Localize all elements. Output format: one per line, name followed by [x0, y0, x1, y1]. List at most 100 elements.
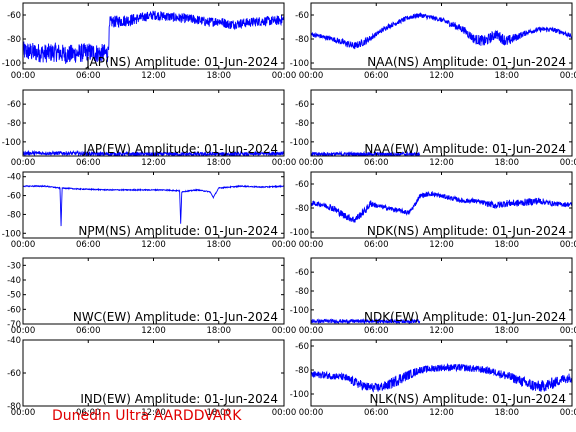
x-tick-label: 18:00 [207, 71, 232, 81]
y-tick-label: -80 [7, 119, 21, 129]
y-tick-label: -100 [2, 229, 21, 239]
chart-panel-3: 00:00 06:00 12:00 18:00 00:00 -100 -80 -60 NAA(E… [290, 89, 576, 168]
y-tick-label: -60 [295, 342, 309, 352]
y-tick-label: -100 [290, 59, 309, 69]
x-tick-label: 12:00 [141, 408, 166, 418]
y-tick-label: -100 [290, 228, 309, 238]
chart-panel-8: 00:00 06:00 12:00 18:00 00:00-80-60-40IND(EW… [7, 336, 296, 418]
y-tick-label: -60 [295, 100, 309, 110]
x-tick-label: 18:00 [495, 158, 520, 168]
series-line-0 [311, 12, 572, 50]
series-line-0 [23, 149, 284, 156]
x-tick-label: 00:00 [560, 240, 576, 250]
x-tick-label: 00:00 [299, 326, 324, 336]
y-tick-label: -60 [295, 11, 309, 21]
x-tick-label: 18:00 [495, 326, 520, 336]
x-tick-label: 06:00 [76, 158, 101, 168]
x-tick-label: 12:00 [141, 71, 166, 81]
series-line-0 [23, 184, 284, 227]
y-tick-label: -80 [295, 204, 309, 214]
x-tick-label: 18:00 [207, 240, 232, 250]
x-tick-label: 00:00 [272, 240, 297, 250]
x-tick-label: 00:00 [560, 71, 576, 81]
y-tick-label: -40 [7, 173, 21, 183]
y-tick-label: -60 [7, 11, 21, 21]
x-tick-label: 06:00 [364, 71, 389, 81]
x-tick-label: 18:00 [495, 71, 520, 81]
chart-panel-6: 00:00 06:00 12:00 18:00 00:00-70-60-50-40-30… [7, 257, 297, 336]
y-tick-label: -80 [295, 366, 309, 376]
x-tick-label: 00:00 [11, 158, 36, 168]
x-tick-label: 00:00 [272, 158, 297, 168]
x-tick-label: 00:00 [11, 71, 36, 81]
x-tick-label: 18:00 [207, 408, 232, 418]
chart-panel-5: 00:00 06:00 12:00 18:00 00:00 -100 -80 -60 NDK(N… [290, 171, 576, 250]
x-tick-label: 06:00 [76, 408, 101, 418]
y-tick-label: -100 [290, 138, 309, 148]
x-tick-label: 00:00 [299, 240, 324, 250]
y-tick-label: -100 [2, 138, 21, 148]
x-tick-label: 12:00 [429, 408, 454, 418]
x-tick-label: 00:00 [11, 408, 36, 418]
y-tick-label: -30 [7, 261, 21, 271]
y-tick-label: -100 [2, 59, 21, 69]
x-tick-label: 18:00 [207, 326, 232, 336]
x-tick-label: 00:00 [11, 326, 36, 336]
y-tick-label: -70 [7, 320, 21, 330]
panel-title: NAA(EW) Amplitude: 01-Jun-2024 [364, 142, 566, 156]
panel-title: NDK(EW) Amplitude: 01-Jun-2024 [364, 310, 566, 324]
x-tick-label: 06:00 [364, 158, 389, 168]
y-tick-label: -60 [295, 180, 309, 190]
series-line-0 [311, 362, 572, 393]
x-tick-label: 00:00 [272, 326, 297, 336]
panel-title: NDK(NS) Amplitude: 01-Jun-2024 [367, 224, 566, 238]
x-tick-label: 06:00 [76, 326, 101, 336]
y-tick-label: -60 [7, 305, 21, 315]
y-tick-label: -80 [7, 35, 21, 45]
chart-panel-1: 00:00 06:00 12:00 18:00 00:00 -100 -80 -60 NAA(N… [290, 2, 576, 81]
x-tick-label: 00:00 [272, 408, 297, 418]
x-tick-label: 12:00 [141, 158, 166, 168]
x-tick-label: 00:00 [560, 158, 576, 168]
y-tick-label: -60 [295, 268, 309, 278]
x-tick-label: 00:00 [299, 408, 324, 418]
chart-panel-9: 00:00 06:00 12:00 18:00 00:00 -100 -80 -60 NLK(N… [290, 339, 576, 418]
x-tick-label: 00:00 [560, 326, 576, 336]
y-tick-label: -80 [7, 210, 21, 220]
chart-panel-2: 00:00 06:00 12:00 18:00 00:00 -100 -80 -60 JAP(E… [2, 89, 297, 168]
x-tick-label: 00:00 [299, 71, 324, 81]
x-tick-label: 06:00 [364, 326, 389, 336]
panel-title: NAA(NS) Amplitude: 01-Jun-2024 [367, 55, 566, 69]
y-tick-label: -80 [295, 287, 309, 297]
y-tick-label: -80 [7, 402, 21, 412]
x-tick-label: 00:00 [11, 240, 36, 250]
x-tick-label: 18:00 [495, 408, 520, 418]
chart-panel-4: 00:00 06:00 12:00 18:00 00:00-100-80-60-40NP… [2, 171, 297, 250]
y-tick-label: -100 [290, 306, 309, 316]
x-tick-label: 12:00 [429, 240, 454, 250]
y-tick-label: -80 [295, 35, 309, 45]
panel-title: IND(EW) Amplitude: 01-Jun-2024 [80, 392, 278, 406]
x-tick-label: 00:00 [272, 71, 297, 81]
x-tick-label: 00:00 [299, 158, 324, 168]
y-tick-label: -60 [7, 100, 21, 110]
x-tick-label: 12:00 [141, 326, 166, 336]
y-tick-label: -100 [290, 390, 309, 400]
series-line-0 [23, 10, 284, 64]
y-tick-label: -40 [7, 336, 21, 346]
x-tick-label: 00:00 [560, 408, 576, 418]
panel-title: NLK(NS) Amplitude: 01-Jun-2024 [369, 392, 566, 406]
panel-title: JAP(EW) Amplitude: 01-Jun-2024 [82, 142, 278, 156]
x-tick-label: 06:00 [76, 71, 101, 81]
x-tick-label: 12:00 [429, 326, 454, 336]
x-tick-label: 06:00 [76, 240, 101, 250]
series-line-0 [311, 150, 421, 156]
y-tick-label: -60 [7, 192, 21, 202]
panel-title: JAP(NS) Amplitude: 01-Jun-2024 [85, 55, 278, 69]
footer-label: Dunedin Ultra AARDDVARK [52, 408, 242, 424]
panel-title: NPM(NS) Amplitude: 01-Jun-2024 [78, 224, 278, 238]
chart-panel-7: 00:00 06:00 12:00 18:00 00:00 -100 -80 -60 NDK(E… [290, 257, 576, 336]
x-tick-label: 18:00 [495, 240, 520, 250]
x-tick-label: 12:00 [141, 240, 166, 250]
